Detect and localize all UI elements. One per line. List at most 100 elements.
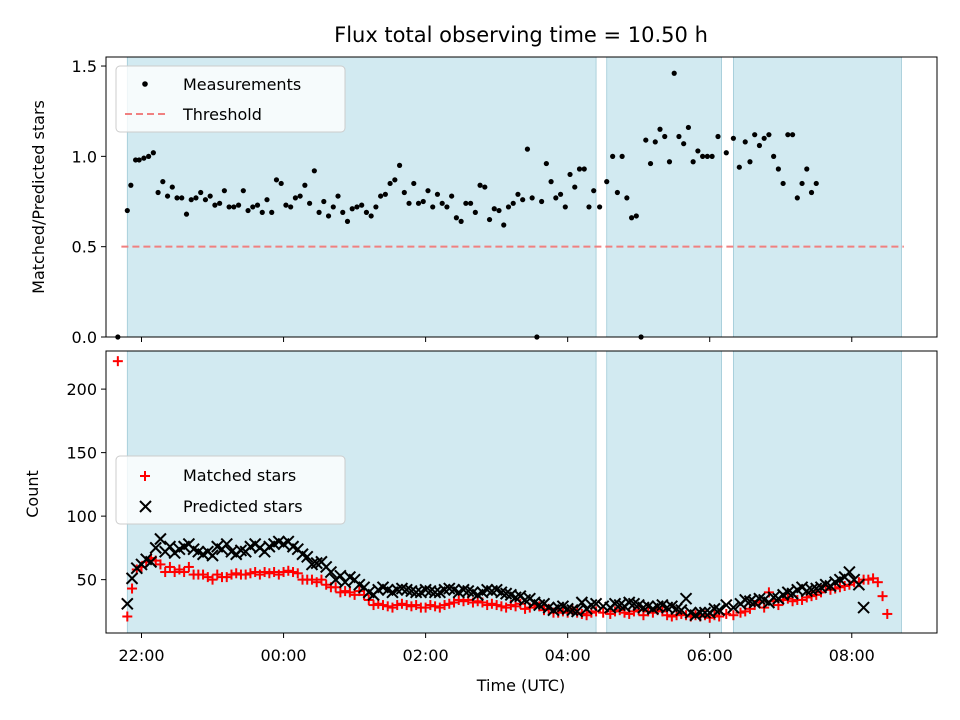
top-plot-frame: [105, 56, 938, 338]
matched-star-point: [396, 598, 407, 609]
measurement-point: [453, 215, 459, 221]
measurement-point: [597, 204, 603, 210]
predicted-star-point: [843, 565, 856, 579]
predicted-star-point: [675, 603, 688, 617]
matched-star-point: [264, 568, 275, 579]
measurement-point: [666, 159, 673, 165]
matched-star-point: [183, 561, 194, 572]
predicted-star-point: [409, 586, 423, 599]
measurement-point: [259, 209, 265, 215]
measurement-point: [501, 222, 507, 228]
measurement-point: [406, 200, 412, 206]
measurement-point: [235, 202, 242, 208]
predicted-star-point: [301, 550, 314, 563]
measurement-point: [491, 206, 497, 212]
measurement-point: [164, 193, 171, 199]
top-y-axis: 0.0 0.5 1.0 1.5: [72, 57, 106, 347]
matched-star-point: [382, 601, 393, 612]
measurement-point: [392, 177, 398, 183]
predicted-star-point: [206, 549, 219, 562]
matched-star-point: [283, 565, 294, 576]
measurement-point: [155, 189, 161, 196]
measurement-point: [179, 195, 185, 201]
x-tick-label: 08:00: [829, 646, 875, 665]
predicted-star-point: [154, 532, 167, 546]
measurement-point: [283, 202, 289, 208]
measurement-point: [520, 197, 526, 203]
matched-star-point: [226, 569, 237, 580]
bottom-panel: 50 100 150 200 22:00 00:00 02:00 04:00 06:00 08:…: [23, 350, 938, 695]
chart-title: Flux total observing time = 10.50 h: [334, 23, 708, 47]
legend-measurements: Measurements: [183, 75, 301, 94]
x-axis-label: Time (UTC): [476, 676, 565, 695]
observing-window-band: [732, 56, 902, 338]
matched-star-point: [378, 600, 388, 611]
measurement-point: [396, 162, 403, 168]
matched-star-point: [406, 601, 417, 612]
measurement-point: [141, 155, 147, 161]
measurement-point: [382, 191, 388, 197]
measurement-point: [624, 195, 630, 201]
measurement-point: [614, 189, 620, 196]
top-legend: Measurements Threshold: [115, 65, 346, 133]
measurement-point: [202, 197, 209, 203]
predicted-star-point: [712, 603, 726, 617]
measurement-point: [700, 153, 706, 159]
measurement-point: [619, 153, 625, 159]
x-tick-label: 06:00: [687, 646, 733, 665]
measurement-point: [510, 200, 516, 206]
predicted-star-point: [589, 597, 603, 610]
top-y-tick-label: 1.0: [72, 147, 97, 166]
matched-star-point: [122, 611, 133, 622]
measurement-point: [804, 166, 810, 172]
predicted-star-point: [144, 555, 158, 569]
measurement-point: [444, 204, 450, 210]
measurement-point: [302, 182, 308, 188]
measurement-point: [477, 182, 483, 188]
bottom-legend: Matched stars Predicted stars: [115, 455, 346, 525]
matched-star-point: [340, 586, 351, 597]
matched-star-point: [179, 567, 190, 578]
predicted-star-point: [694, 606, 707, 619]
measurement-point: [647, 160, 654, 167]
legend-predicted-stars: Predicted stars: [183, 497, 303, 516]
top-panel: 0.0 0.5 1.0 1.5 Matched/Predicted stars Mea…: [29, 56, 938, 347]
bottom-x-axis: 22:00 00:00 02:00 04:00 06:00 08:00: [118, 633, 875, 665]
measurement-point: [472, 209, 478, 215]
measurement-point: [340, 209, 346, 215]
predicted-star-point: [852, 578, 866, 591]
measurement-point: [264, 197, 270, 203]
measurement-point: [269, 209, 275, 215]
matched-star-point: [259, 567, 270, 578]
measurements-legend-marker: [142, 81, 148, 87]
measurement-point: [411, 180, 417, 187]
x-tick-label: 04:00: [545, 646, 591, 665]
predicted-star-point: [720, 598, 733, 612]
measurement-point: [685, 124, 692, 131]
measurement-point: [368, 213, 374, 219]
measurement-point: [548, 179, 554, 185]
measurement-point: [128, 182, 134, 188]
matched-star-point: [520, 603, 531, 614]
measurement-point: [430, 204, 436, 210]
measurement-point: [736, 164, 742, 170]
matched-star-point: [430, 601, 441, 612]
measurement-point: [354, 204, 360, 210]
measurement-point: [174, 195, 180, 201]
predicted-legend-marker: [139, 500, 152, 513]
measurement-point: [150, 150, 156, 156]
top-y-tick-label: 1.5: [72, 57, 97, 76]
matched-star-point: [288, 567, 299, 578]
measurement-point: [316, 209, 322, 215]
measurement-point: [775, 166, 781, 172]
measurement-point: [771, 153, 777, 159]
matched-star-point: [335, 587, 346, 598]
measurement-point: [226, 204, 232, 210]
predicted-star-point: [220, 537, 233, 551]
matched-star-point: [292, 568, 303, 579]
measurement-point: [572, 184, 578, 190]
measurement-point: [217, 200, 223, 206]
measurement-point: [415, 200, 422, 206]
measurement-point: [321, 198, 327, 205]
matched-star-point: [863, 574, 874, 585]
